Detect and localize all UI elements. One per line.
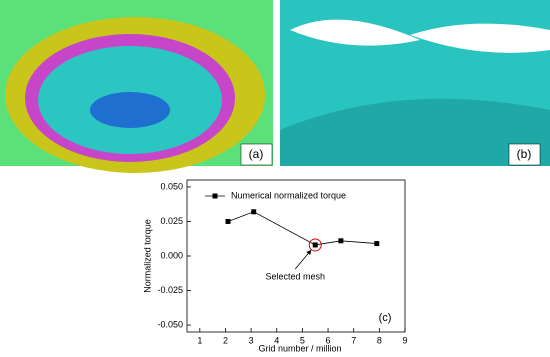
x-tick-label: 5 — [300, 335, 305, 345]
x-tick-label: 7 — [351, 335, 356, 345]
legend-marker — [212, 193, 218, 199]
panel-label: (a) — [249, 147, 264, 161]
x-tick-label: 8 — [377, 335, 382, 345]
x-tick-label: 3 — [249, 335, 254, 345]
panel-label: (b) — [517, 147, 532, 161]
data-point — [338, 238, 344, 244]
data-point — [225, 218, 231, 224]
blade-gap — [410, 23, 550, 53]
annotation: Selected mesh — [265, 271, 325, 281]
data-point — [312, 242, 318, 248]
label-box — [508, 143, 541, 166]
data-point — [251, 209, 257, 215]
legend-label: Numerical normalized torque — [231, 190, 346, 200]
label-box — [240, 143, 273, 166]
data-point — [374, 241, 380, 247]
x-tick-label: 6 — [326, 335, 331, 345]
y-tick-label: -0.025 — [157, 285, 183, 295]
mesh-hub — [90, 92, 170, 128]
y-axis-label: Normalized torque — [142, 219, 152, 293]
y-tick-label: 0.050 — [160, 181, 183, 191]
x-tick-label: 2 — [223, 335, 228, 345]
x-tick-label: 1 — [197, 335, 202, 345]
x-tick-label: 9 — [402, 335, 407, 345]
y-tick-label: 0.000 — [160, 250, 183, 260]
plot-frame — [186, 179, 406, 333]
x-tick-label: 4 — [274, 335, 279, 345]
y-tick-label: 0.025 — [160, 216, 183, 226]
x-axis-label: Grid number / million — [258, 343, 341, 353]
selection-ring — [308, 238, 322, 252]
panel-b: (b) — [280, 0, 550, 166]
panel-label: (c) — [379, 312, 392, 324]
panel-a: (a) — [0, 0, 273, 173]
series-line — [227, 211, 377, 246]
mesh-surface — [280, 98, 550, 166]
blade-gap — [290, 19, 420, 46]
y-tick-label: -0.050 — [157, 319, 183, 329]
arrow-head — [306, 249, 312, 255]
